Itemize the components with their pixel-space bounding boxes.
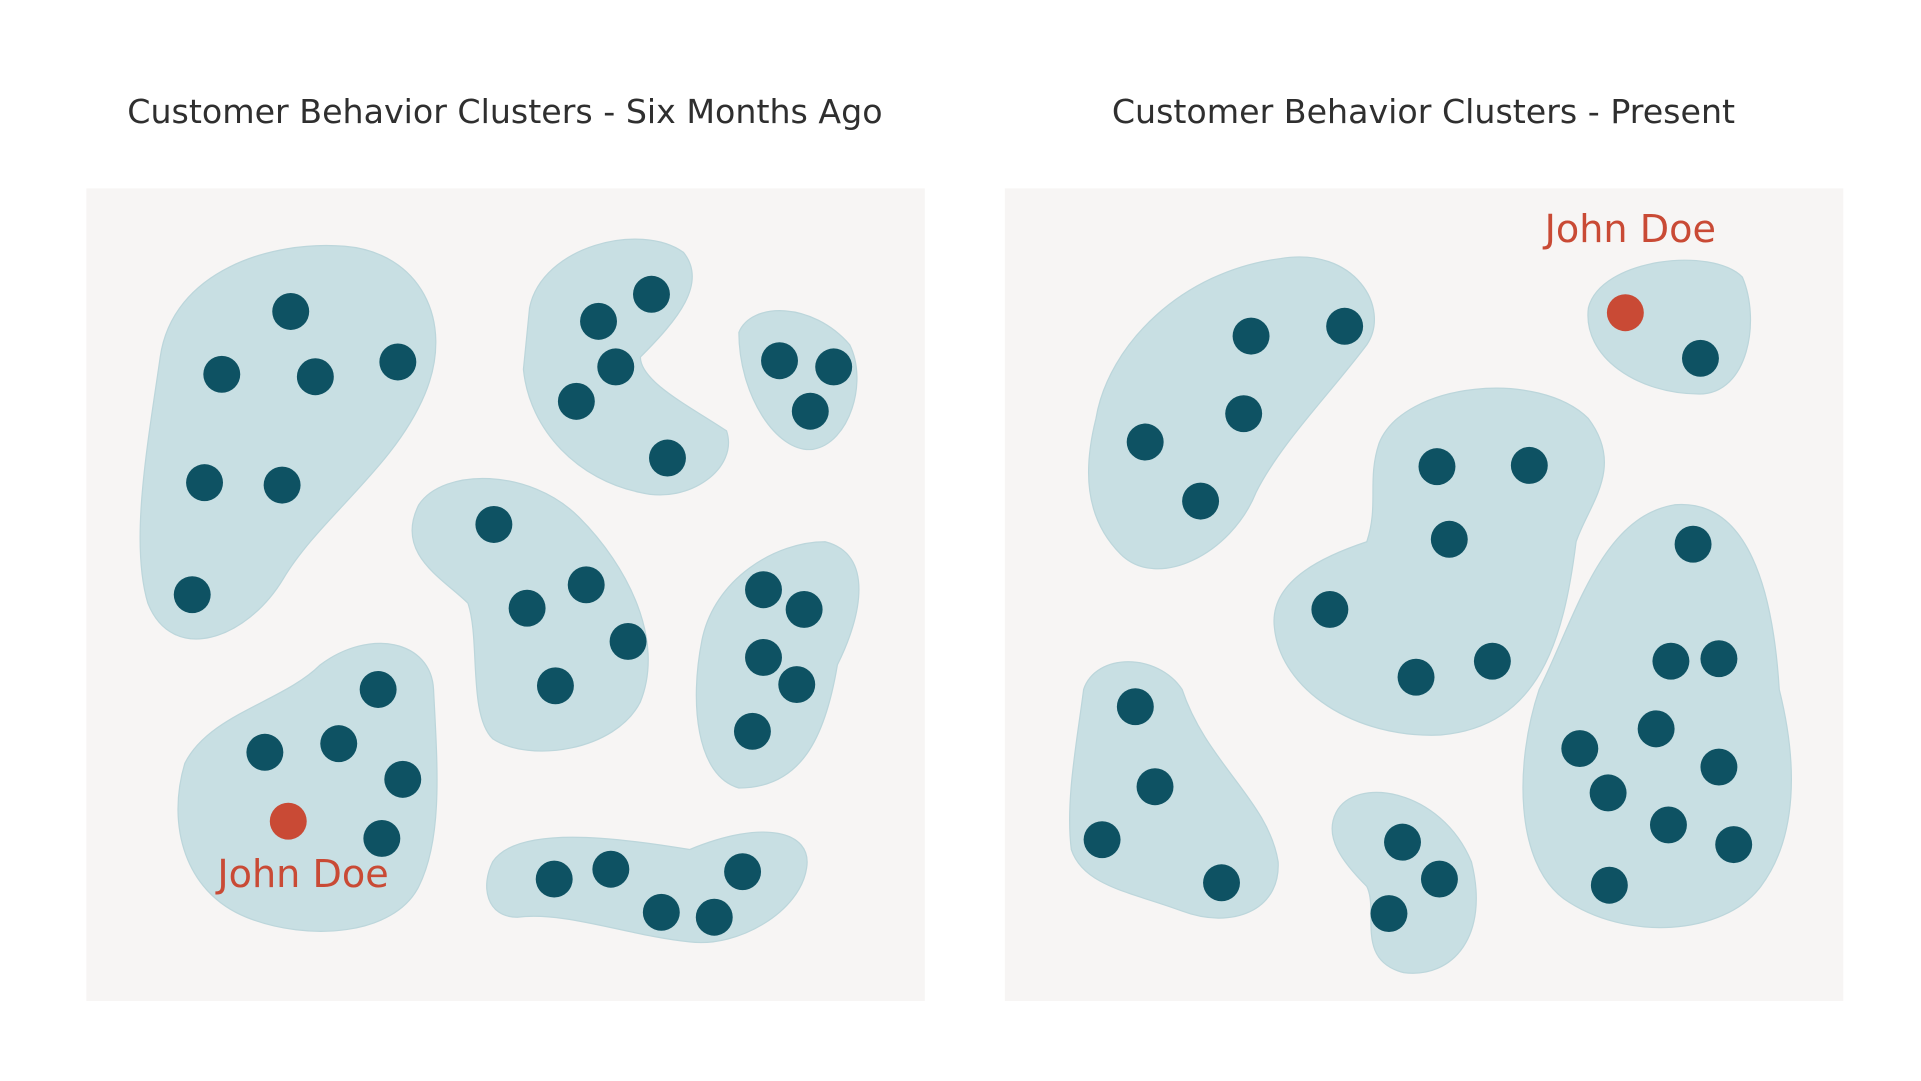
customer-dot	[567, 566, 605, 604]
customer-dot	[1561, 730, 1599, 768]
cluster	[139, 244, 437, 640]
customer-dot	[475, 506, 513, 543]
customer-dot	[536, 667, 574, 705]
customer-dot	[1652, 642, 1690, 680]
highlight-label: John Doe	[1543, 207, 1716, 251]
customer-dot	[363, 819, 401, 857]
highlight-dot	[269, 802, 307, 840]
customer-dot	[186, 464, 224, 502]
customer-dot	[815, 348, 853, 386]
customer-dot	[1397, 658, 1435, 696]
customer-dot	[724, 853, 762, 891]
customer-dot	[1589, 774, 1627, 812]
customer-dot	[1326, 307, 1364, 345]
customer-dot	[761, 342, 798, 380]
customer-dot	[778, 666, 816, 704]
customer-dot	[379, 343, 417, 381]
customer-dot	[1182, 482, 1220, 520]
customer-dot	[1590, 866, 1628, 904]
customer-dot	[296, 358, 334, 396]
cluster	[1331, 791, 1477, 974]
customer-dot	[272, 293, 310, 330]
highlight-label: John Doe	[215, 852, 388, 896]
customer-dot	[1418, 448, 1456, 486]
customer-dot	[1370, 895, 1408, 933]
customers	[1083, 294, 1753, 933]
customer-dot	[1637, 710, 1675, 748]
customer-dot	[203, 355, 241, 393]
panel-title: Customer Behavior Clusters - Present	[1112, 92, 1735, 131]
customer-dot	[1384, 823, 1421, 861]
customer-dot	[609, 622, 647, 660]
customer-dot	[1473, 642, 1511, 680]
customer-dot	[1136, 768, 1174, 806]
customer-dot	[557, 382, 595, 420]
customer-dot	[1674, 525, 1712, 563]
customer-dot	[1700, 748, 1738, 786]
cluster	[177, 642, 438, 932]
customer-dot	[535, 860, 573, 898]
customer-dot	[1203, 864, 1240, 902]
customer-dot	[592, 850, 630, 888]
customer-dot	[580, 302, 617, 340]
customer-dot	[791, 392, 829, 430]
customer-dot	[745, 638, 782, 676]
customer-dot	[1232, 317, 1270, 355]
customer-dot	[745, 571, 782, 609]
customers	[173, 275, 853, 936]
customer-dot	[733, 712, 771, 750]
highlight-dot	[1606, 294, 1644, 332]
customer-dot	[384, 760, 422, 798]
customer-dot	[320, 725, 358, 763]
customer-dot	[1311, 590, 1349, 628]
customer-dot	[1116, 688, 1154, 726]
panel-title: Customer Behavior Clusters - Six Months …	[127, 92, 882, 131]
customer-dot	[359, 671, 397, 708]
customer-dot	[1420, 860, 1458, 898]
customer-dot	[597, 348, 635, 386]
customer-dot	[1430, 520, 1468, 558]
customer-dot	[246, 733, 284, 771]
customer-dot	[1510, 446, 1548, 484]
customer-dot	[1225, 395, 1263, 433]
customer-dot	[695, 898, 733, 936]
customer-dot	[642, 893, 680, 931]
customer-dot	[1126, 423, 1164, 461]
customer-dot	[263, 466, 301, 504]
customer-dot	[1649, 806, 1687, 844]
customer-dot	[632, 275, 670, 313]
customer-dot	[1715, 826, 1753, 864]
customer-dot	[1700, 640, 1738, 678]
customer-dot	[1083, 821, 1121, 859]
cluster	[1069, 661, 1279, 919]
customer-dot	[508, 589, 546, 627]
customer-dot	[785, 590, 823, 628]
customer-dot	[649, 439, 686, 477]
customer-dot	[1681, 339, 1719, 377]
customer-dot	[173, 576, 211, 614]
